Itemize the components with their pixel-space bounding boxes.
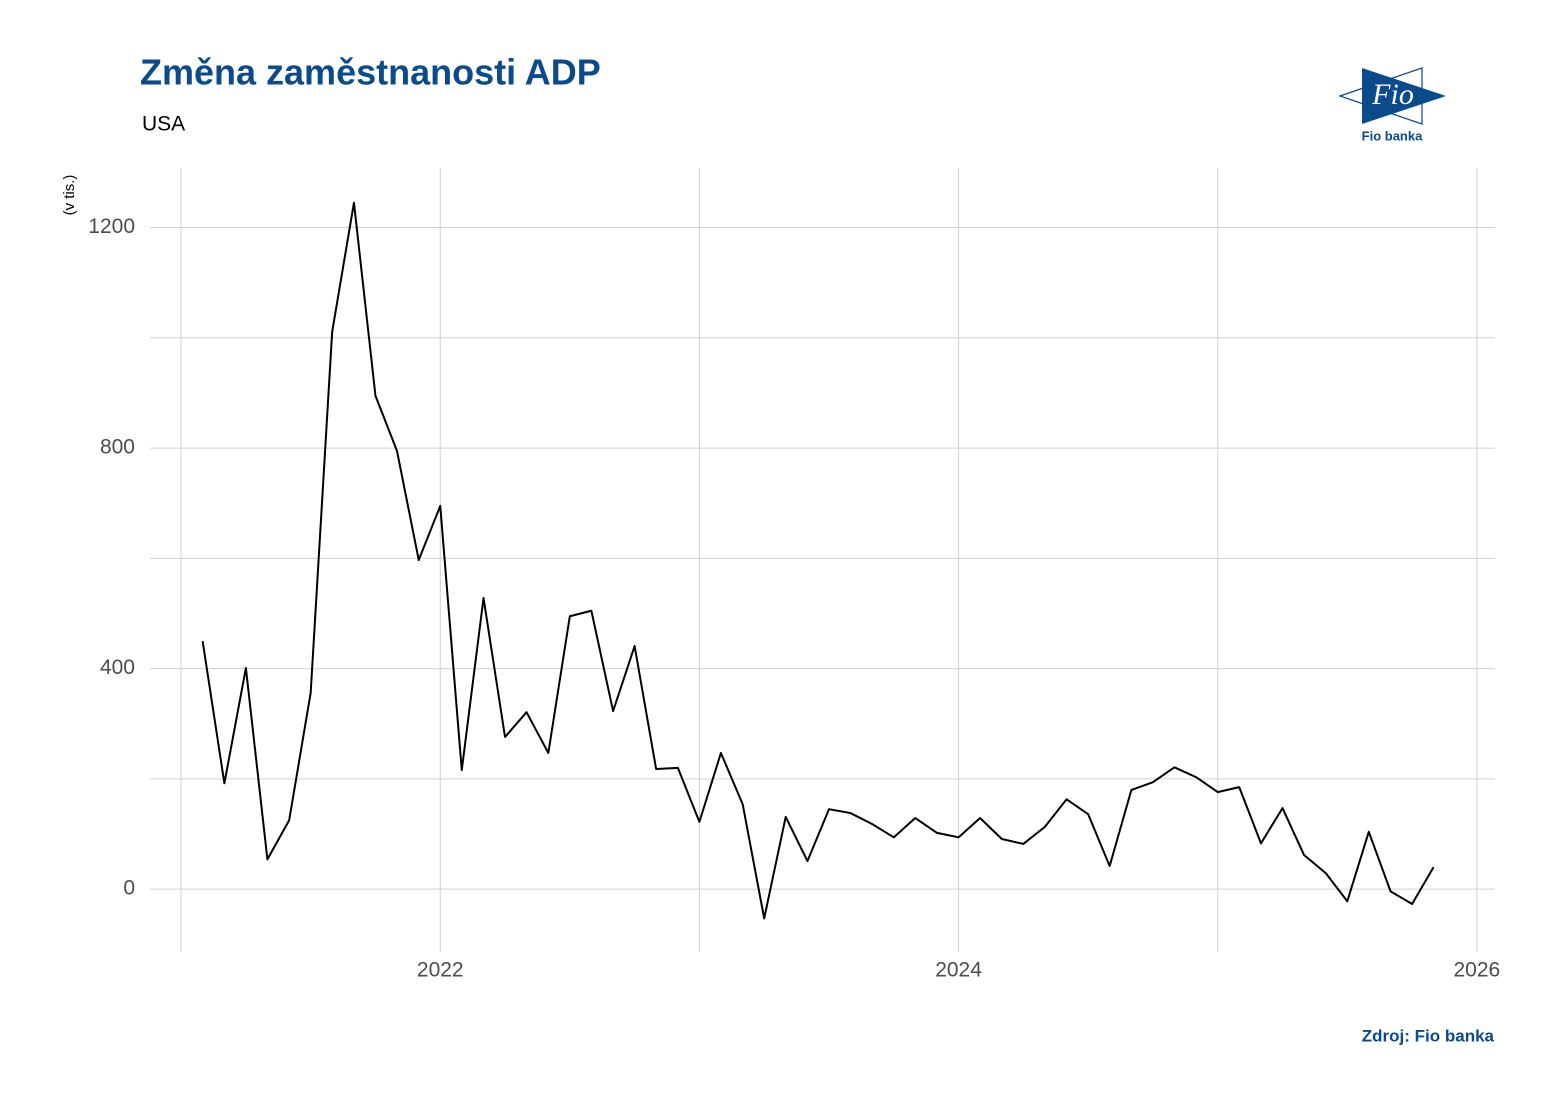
source: Zdroj: Fio banka <box>1362 1026 1495 1045</box>
logo-name: Fio banka <box>1362 128 1423 143</box>
chart-title: Změna zaměstnanosti ADP <box>140 52 601 93</box>
x-tick-label: 2024 <box>935 959 982 982</box>
line <box>201 201 1435 920</box>
y-tick-label: 0 <box>123 877 135 900</box>
y-tick-label: 800 <box>100 436 135 459</box>
x-tick-label: 2026 <box>1454 959 1501 982</box>
logo-shape <box>1362 68 1446 124</box>
y-tick-label: 1200 <box>88 215 135 238</box>
x-tick-label: 2022 <box>417 959 464 982</box>
logo-mark: Fio <box>1371 78 1414 111</box>
logo: Fio Fio banka <box>1338 67 1446 143</box>
y-tick-label: 400 <box>100 656 135 679</box>
y-axis-label: (v tis.) <box>61 175 78 216</box>
chart-subtitle: USA <box>142 113 185 136</box>
